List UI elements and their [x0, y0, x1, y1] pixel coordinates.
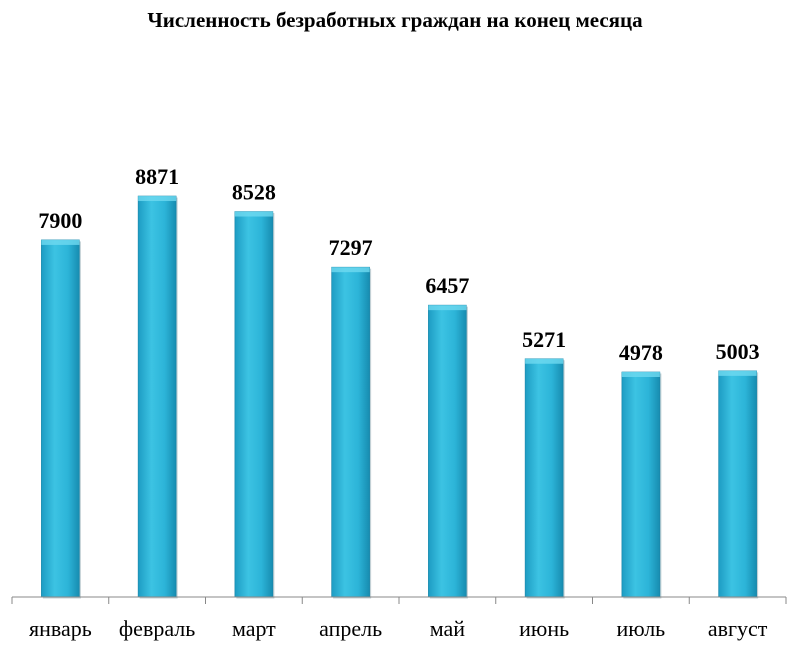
value-label-4: 7297: [329, 235, 373, 260]
bar-cap: [718, 370, 757, 376]
x-tick-label-6: июнь: [519, 616, 569, 641]
bar-cap: [41, 239, 80, 245]
x-tick-label-2: февраль: [119, 616, 195, 641]
bar-8: [718, 370, 757, 598]
value-label-3: 8528: [232, 180, 276, 205]
bar-cap: [234, 211, 273, 217]
x-tick-label-8: август: [708, 616, 768, 641]
value-label-1: 7900: [38, 208, 82, 233]
x-tick-label-1: январь: [29, 616, 92, 641]
bar-cap: [621, 371, 660, 377]
bar-7: [621, 371, 661, 598]
bar-3: [234, 211, 274, 598]
bar-1: [41, 239, 80, 598]
bar-4: [331, 266, 370, 598]
bar-cap: [525, 358, 564, 364]
x-tick-label-4: апрель: [319, 616, 382, 641]
value-label-5: 6457: [425, 273, 469, 298]
bars-group: [41, 195, 759, 599]
value-label-6: 5271: [522, 327, 566, 352]
bar-5: [428, 304, 467, 598]
bar-2: [137, 195, 177, 598]
value-label-2: 8871: [135, 164, 179, 189]
bar-cap: [138, 196, 177, 202]
bar-cap: [331, 267, 370, 273]
bar-6: [524, 358, 564, 598]
x-tick-label-3: март: [232, 616, 276, 641]
x-axis: январь февраль март апрель май июнь июль август: [11, 596, 787, 641]
chart-title: Численность безработных граждан на конец…: [147, 8, 643, 32]
value-labels-group: 7900 8871 8528 7297 6457 5271 4978 5003: [38, 164, 759, 365]
x-tick-label-5: май: [430, 616, 466, 641]
x-tick-label-7: июль: [617, 616, 666, 641]
bar-cap: [428, 305, 467, 311]
value-label-8: 5003: [716, 339, 760, 364]
value-label-7: 4978: [619, 340, 663, 365]
